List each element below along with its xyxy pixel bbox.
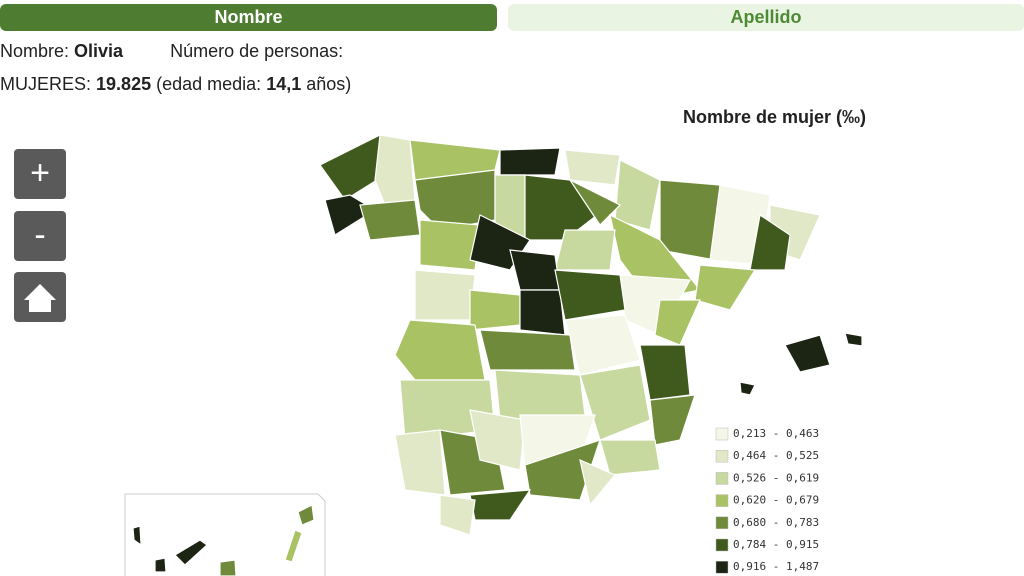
province: [499, 147, 561, 176]
island: [219, 559, 237, 576]
legend-swatch: [715, 427, 729, 441]
label: años): [306, 74, 352, 94]
province: [439, 494, 476, 536]
province: [614, 159, 661, 231]
province: [394, 319, 486, 381]
province: [599, 439, 661, 476]
province: [479, 329, 576, 371]
legend-label: 0,784 - 0,915: [733, 538, 819, 551]
island: [132, 525, 142, 547]
province: [654, 299, 701, 346]
island: [297, 504, 315, 526]
label: Nombre:: [0, 41, 70, 61]
island: [739, 381, 756, 396]
province: [374, 134, 416, 206]
province: [509, 249, 561, 291]
legend-swatch: [715, 516, 729, 530]
province: [469, 489, 532, 521]
province: [749, 213, 791, 271]
province: [694, 264, 757, 311]
province: [359, 199, 421, 241]
count: 19.825: [96, 74, 152, 94]
legend-label: 0,620 - 0,679: [733, 494, 819, 507]
map-title: Nombre de mujer (‰): [683, 107, 866, 127]
legend-label: 0,680 - 0,783: [733, 516, 819, 529]
inset-frame: [124, 493, 326, 576]
province: [519, 289, 566, 336]
legend-swatch: [715, 560, 729, 574]
island: [784, 334, 831, 373]
province: [524, 439, 601, 501]
island: [844, 332, 863, 347]
home[interactable]: [14, 272, 66, 322]
province: [639, 344, 691, 401]
label: Número de personas:: [170, 41, 344, 61]
legend: 0,213 - 0,463 0,464 - 0,525 0,526 - 0,619 0…: [715, 427, 819, 574]
province: [494, 369, 586, 421]
province: [564, 149, 621, 186]
home-icon: [24, 284, 56, 312]
legend-swatch: [715, 494, 729, 507]
island: [154, 557, 167, 573]
island: [284, 529, 303, 563]
province: [554, 269, 626, 321]
province: [394, 429, 446, 496]
name: Olivia: [74, 41, 124, 61]
zoom-out[interactable]: -: [14, 211, 66, 261]
zoom-in[interactable]: +: [14, 149, 66, 199]
legend-label: 0,213 - 0,463: [733, 427, 819, 440]
province: [554, 229, 616, 271]
province: [564, 314, 641, 376]
age: 14,1: [266, 74, 302, 94]
legend-label: 0,464 - 0,525: [733, 449, 819, 462]
province: [524, 174, 612, 241]
island: [174, 539, 208, 566]
province: [414, 269, 476, 321]
province: [469, 289, 521, 331]
info-line: MUJERES: 19.825 (edad media: 14,1 años): [0, 74, 351, 95]
province: [649, 394, 696, 446]
info-line: Nombre: Olivia Número de personas:: [0, 41, 343, 62]
canarias: [124, 493, 326, 576]
legend-label: 0,916 - 1,487: [733, 560, 819, 573]
label: MUJERES:: [0, 74, 92, 94]
tab-nombre[interactable]: Nombre: [0, 4, 497, 31]
legend-swatch: [715, 449, 729, 463]
provinces: [319, 134, 863, 536]
legend-swatch: [715, 538, 729, 552]
label: (edad media:: [156, 74, 262, 94]
province: [579, 458, 616, 507]
province: [319, 134, 386, 201]
legend-swatch: [715, 472, 729, 485]
legend-label: 0,526 - 0,619: [733, 471, 819, 484]
province: [469, 409, 526, 471]
province: [419, 219, 481, 271]
tab-apellido[interactable]: Apellido: [508, 4, 1024, 31]
